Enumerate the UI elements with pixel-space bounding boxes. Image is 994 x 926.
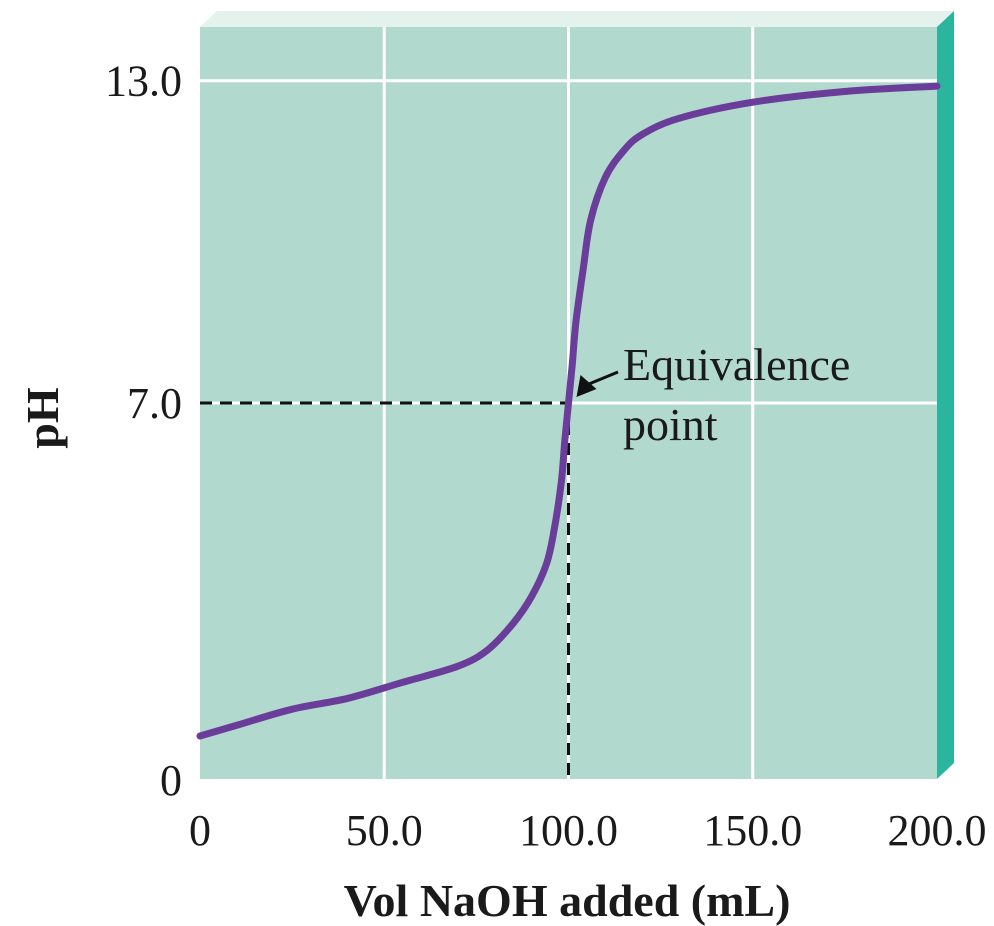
x-tick-label: 50.0 xyxy=(346,806,423,855)
annotation-line-2: point xyxy=(623,399,718,450)
x-tick-label: 100.0 xyxy=(519,806,618,855)
y-tick-label: 0 xyxy=(160,756,182,805)
y-axis-title: pH xyxy=(17,387,68,449)
annotation-layer: Equivalence point xyxy=(576,339,850,450)
x-tick-labels: 0 50.0 100.0 150.0 200.0 xyxy=(189,806,987,855)
titration-curve xyxy=(196,82,941,740)
annotation-line-1: Equivalence xyxy=(623,339,850,390)
series-layer xyxy=(196,82,941,740)
reference-lines xyxy=(200,401,570,779)
y-tick-label: 13.0 xyxy=(105,57,182,106)
x-axis-title: Vol NaOH added (mL) xyxy=(344,875,791,926)
x-tick-label: 200.0 xyxy=(888,806,987,855)
y-tick-labels: 0 7.0 13.0 xyxy=(105,57,182,805)
y-tick-label: 7.0 xyxy=(127,379,182,428)
plot-top-edge xyxy=(200,11,954,27)
annotation-arrow-shaft xyxy=(585,370,619,387)
annotation-arrow-head xyxy=(576,375,597,397)
plot-right-edge xyxy=(937,11,954,779)
x-tick-label: 0 xyxy=(189,806,211,855)
x-tick-label: 150.0 xyxy=(703,806,802,855)
